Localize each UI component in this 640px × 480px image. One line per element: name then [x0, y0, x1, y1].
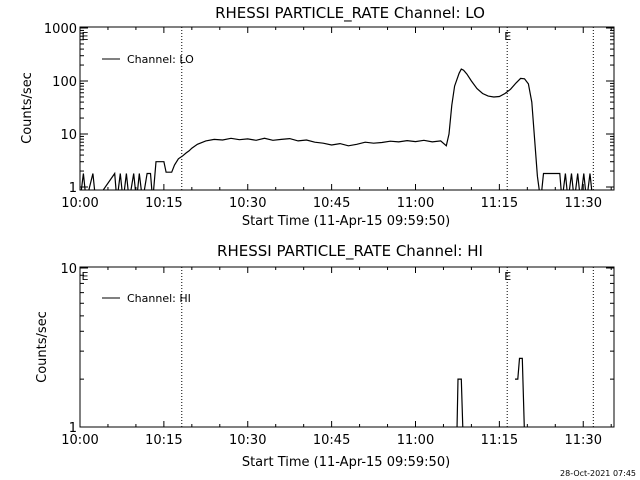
event-marker-hi-1: E: [504, 270, 511, 283]
y-tick-label-hi-0: 1: [69, 421, 77, 436]
x-tick-label-hi-5: 11:15: [481, 433, 518, 448]
chart-title-hi: RHESSI PARTICLE_RATE Channel: HI: [217, 242, 483, 261]
plot-frame-lo: [79, 26, 615, 191]
x-tick-label-lo-2: 10:30: [229, 196, 266, 211]
legend-label-hi: Channel: HI: [127, 292, 191, 305]
y-tick-label-lo-3: 1000: [44, 22, 77, 37]
x-tick-label-hi-3: 10:45: [313, 433, 350, 448]
y-tick-label-lo-2: 100: [52, 75, 77, 90]
x-tick-label-hi-4: 11:00: [397, 433, 434, 448]
event-marker-lo-0: E: [81, 30, 88, 43]
legend-label-lo: Channel: LO: [127, 53, 194, 66]
y-tick-label-lo-0: 1: [69, 181, 77, 196]
plot-frame-hi: [79, 266, 615, 428]
x-axis-label-lo: Start Time (11-Apr-15 09:59:50): [242, 214, 450, 229]
y-tick-label-lo-1: 10: [60, 128, 77, 143]
x-tick-label-lo-0: 10:00: [61, 196, 98, 211]
x-tick-label-lo-1: 10:15: [145, 196, 182, 211]
x-axis-label-hi: Start Time (11-Apr-15 09:59:50): [242, 455, 450, 470]
footer-timestamp: 28-Oct-2021 07:45: [560, 469, 636, 478]
chart-title-lo: RHESSI PARTICLE_RATE Channel: LO: [215, 4, 485, 23]
x-tick-label-lo-5: 11:15: [481, 196, 518, 211]
series-line-hi-0: [456, 378, 464, 427]
x-tick-label-lo-4: 11:00: [397, 196, 434, 211]
x-tick-label-lo-3: 10:45: [313, 196, 350, 211]
y-tick-label-hi-1: 10: [60, 262, 77, 277]
x-tick-label-hi-6: 11:30: [565, 433, 602, 448]
panel-hi: RHESSI PARTICLE_RATE Channel: HI 10:00 10…: [35, 242, 615, 470]
y-axis-label-lo: Counts/sec: [20, 72, 35, 144]
x-tick-label-hi-1: 10:15: [145, 433, 182, 448]
series-line-hi-1: [515, 357, 525, 427]
panel-lo: RHESSI PARTICLE_RATE Channel: LO 10:00 10…: [20, 4, 615, 229]
x-tick-label-lo-6: 11:30: [565, 196, 602, 211]
y-axis-label-hi: Counts/sec: [35, 311, 50, 383]
event-marker-hi-0: E: [81, 270, 88, 283]
series-line-lo-0: [80, 68, 593, 190]
event-marker-lo-1: E: [504, 30, 511, 43]
x-tick-label-hi-2: 10:30: [229, 433, 266, 448]
x-tick-label-hi-0: 10:00: [61, 433, 98, 448]
